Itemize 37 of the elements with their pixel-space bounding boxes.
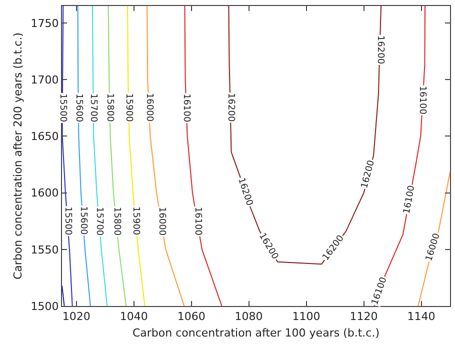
text: 15800 — [104, 93, 115, 122]
y-tick-label: 1750 — [30, 16, 59, 30]
x-tick-label: 1140 — [407, 310, 436, 324]
text: 16200 — [360, 159, 377, 190]
y-axis-title: Carbon concentration after 200 years (b.t.c.) — [11, 32, 24, 280]
x-tick-label: 1060 — [177, 310, 206, 324]
y-tick-label: 1650 — [30, 130, 59, 144]
x-axis-title: Carbon concentration after 100 years (b.t.c.) — [132, 326, 380, 340]
text: 16200 — [226, 93, 236, 122]
text: 16200 — [374, 35, 385, 64]
text: 16200 — [236, 176, 254, 208]
text: 16100 — [417, 86, 428, 114]
text: 15600 — [78, 206, 88, 235]
text: 16100 — [181, 94, 192, 122]
text: 16000 — [424, 232, 442, 263]
text: 15600 — [73, 94, 84, 122]
text: 15500 — [62, 206, 73, 236]
x-tick-label: 1020 — [62, 310, 90, 324]
x-tick-label: 1120 — [350, 310, 378, 324]
x-tick-label: 1100 — [292, 310, 320, 324]
text: 15900 — [130, 206, 141, 236]
text: 15500 — [57, 93, 68, 122]
text: 16100 — [192, 206, 202, 236]
y-tick-label: 1550 — [30, 243, 59, 256]
x-tick-label: 1080 — [234, 310, 263, 324]
text: 16100 — [370, 276, 390, 306]
y-tick-label: 1600 — [30, 186, 59, 200]
text: 15800 — [111, 206, 122, 236]
text: 16000 — [156, 206, 166, 236]
text: 15700 — [88, 94, 98, 122]
y-tick-label: 1500 — [30, 300, 59, 313]
text: 15700 — [94, 207, 104, 236]
text: 15900 — [124, 93, 134, 122]
y-tick-label: 1700 — [30, 73, 59, 86]
text: 16100 — [402, 184, 418, 215]
text: 16000 — [144, 92, 154, 122]
x-tick-label: 1040 — [120, 310, 148, 324]
